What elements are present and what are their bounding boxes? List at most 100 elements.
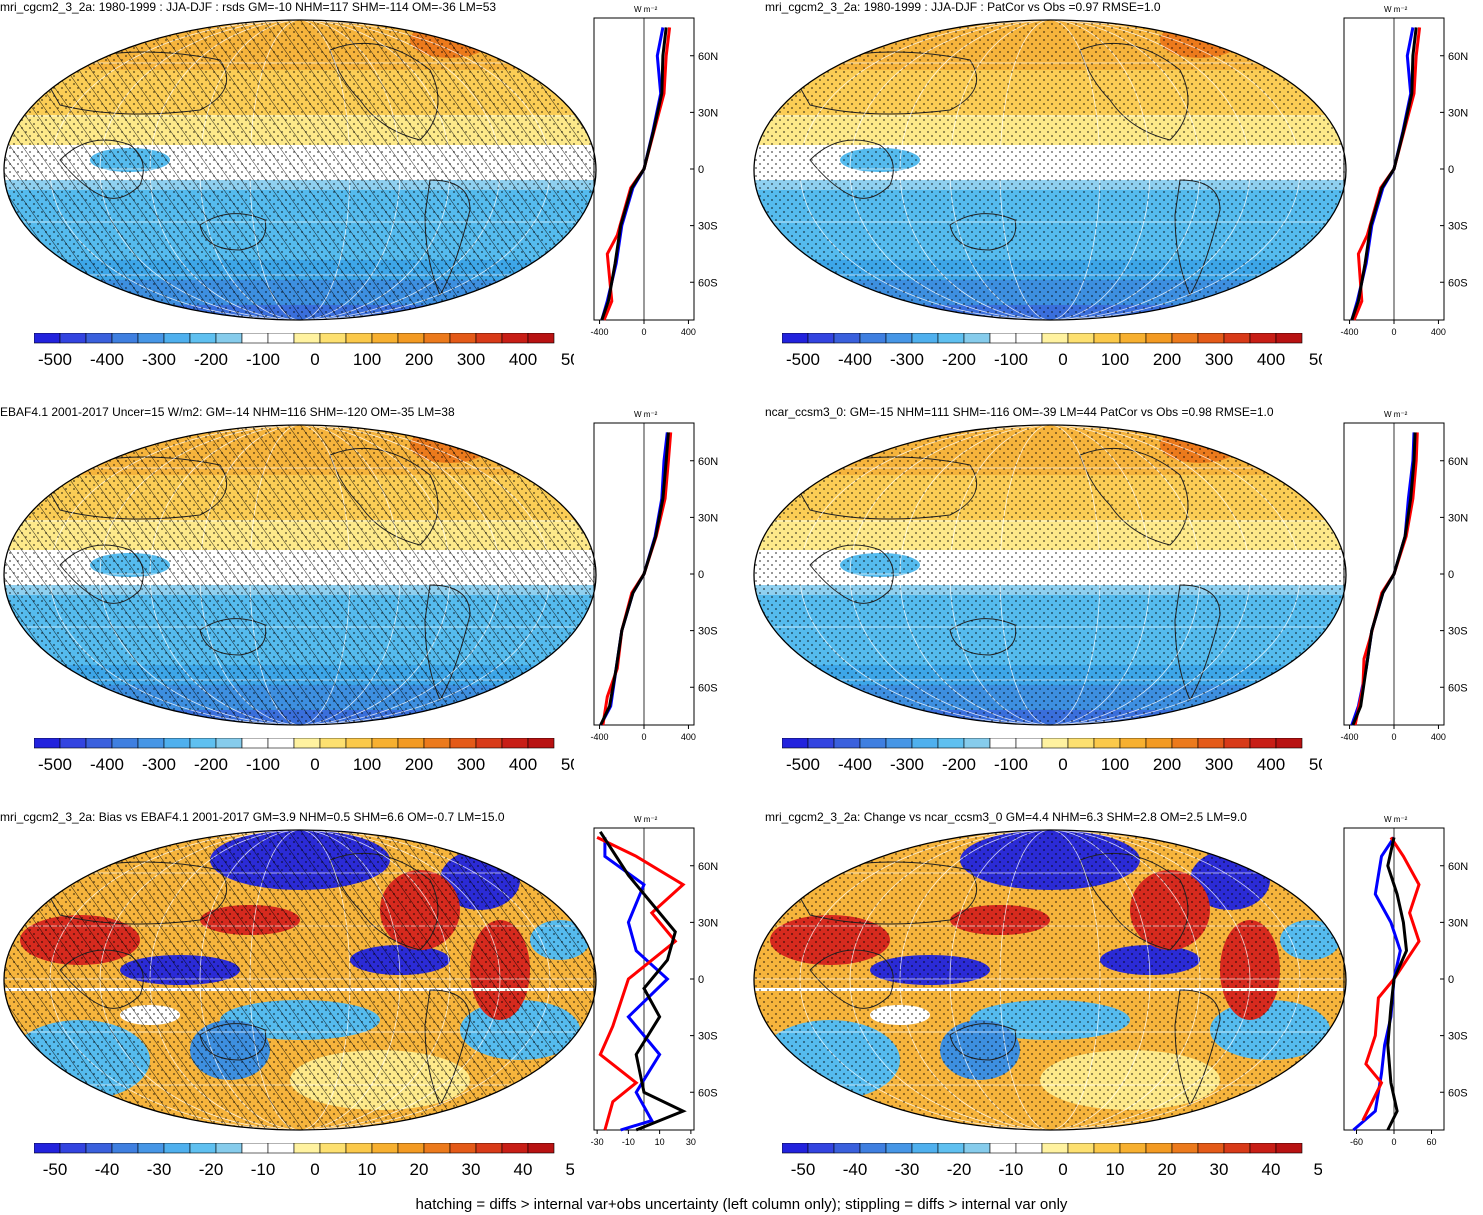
colorbar-segment-0 (782, 333, 809, 344)
colorbar-segment-12 (345, 1143, 373, 1154)
colorbar-segment-13 (371, 738, 399, 749)
zonal-xtick-label: 0 (1391, 1137, 1396, 1147)
colorbar-segment-3 (111, 333, 139, 344)
zonal-mean-plot: W m⁻² -60 0 60 60N 30N 0 30S 60S (1343, 815, 1468, 1147)
colorbar-segment-14 (397, 1143, 425, 1154)
zonal-xtick-label: 0 (641, 327, 646, 337)
colorbar-segment-17 (1223, 1143, 1251, 1154)
zonal-lat-label: 60N (1448, 456, 1468, 468)
colorbar-segment-1 (59, 333, 87, 344)
colorbar-segment-16 (1197, 1143, 1225, 1154)
colorbar-tick-label: 10 (358, 1160, 377, 1179)
zonal-xtick-label: -30 (591, 1137, 604, 1147)
hatching-overlay (4, 830, 596, 1130)
colorbar-segment-4 (885, 738, 913, 749)
colorbar-segment-7 (215, 333, 243, 344)
panel-top-right: mri_cgcm2_3_2a: 1980-1999 : JJA-DJF : Pa… (750, 0, 1470, 400)
colorbar-tick-label: -200 (194, 350, 228, 369)
zonal-line-0 (1350, 432, 1416, 726)
colorbar-segment-13 (1119, 333, 1147, 344)
colorbar-segment-13 (371, 333, 399, 344)
map-outline (3, 19, 597, 321)
zonal-xtick-label: 0 (1391, 327, 1396, 337)
map-outline (3, 424, 597, 726)
zonal-xtick-label: -400 (591, 327, 609, 337)
colorbar-segment-11 (1067, 738, 1095, 749)
panel-title: EBAF4.1 2001-2017 Uncer=15 W/m2: GM=-14 … (0, 405, 455, 419)
colorbar-tick-label: 0 (1058, 1160, 1067, 1179)
colorbar-tick-label: -40 (95, 1160, 120, 1179)
panel-title: mri_cgcm2_3_2a: 1980-1999 : JJA-DJF : rs… (0, 0, 497, 14)
colorbar-segment-9 (1015, 738, 1043, 749)
colorbar-tick-label: -200 (942, 755, 976, 774)
colorbar-tick-label: -40 (843, 1160, 868, 1179)
hatching-overlay (4, 425, 596, 725)
colorbar-segment-13 (1119, 738, 1147, 749)
colorbar-tick-label: -100 (246, 350, 280, 369)
world-map (3, 19, 597, 321)
zonal-lat-label: 60S (1448, 1087, 1468, 1099)
colorbar-segment-1 (807, 1143, 835, 1154)
zonal-lat-label: 0 (698, 164, 704, 176)
zonal-lat-label: 60N (698, 861, 718, 873)
colorbar-segment-6 (937, 333, 965, 344)
zonal-lat-label: 30N (698, 107, 718, 119)
field-layer (4, 830, 596, 1130)
map-outline (753, 424, 1347, 726)
colorbar-segment-17 (475, 333, 503, 344)
colorbar-tick-label: -10 (999, 1160, 1024, 1179)
zonal-lat-label: 60S (698, 1087, 718, 1099)
colorbar-segment-7 (963, 1143, 991, 1154)
colorbar-tick-label: 30 (1210, 1160, 1229, 1179)
zonal-line-2 (1351, 432, 1417, 726)
colorbar-tick-label: -400 (90, 755, 124, 774)
colorbar-segment-10 (1041, 333, 1069, 344)
colorbar-tick-label: -500 (38, 755, 72, 774)
colorbar-segment-0 (34, 1143, 61, 1154)
colorbar-segment-6 (189, 333, 217, 344)
zonal-unit: W m⁻² (1384, 5, 1408, 14)
colorbar-tick-label: 100 (353, 755, 381, 774)
colorbar-segment-15 (1171, 333, 1199, 344)
panel-bottom-right: mri_cgcm2_3_2a: Change vs ncar_ccsm3_0 G… (750, 810, 1470, 1210)
colorbar-tick-label: 400 (509, 350, 537, 369)
colorbar-segment-16 (1197, 738, 1225, 749)
zonal-lat-label: 30S (1448, 626, 1468, 638)
colorbar-tick-label: 0 (310, 755, 319, 774)
zonal-line-0 (600, 27, 665, 321)
colorbar-segment-10 (293, 1143, 321, 1154)
zonal-lat-label: 30S (698, 221, 718, 233)
zonal-lat-label: 60N (1448, 861, 1468, 873)
map-outline (3, 829, 597, 1131)
colorbar-tick-label: 200 (1153, 755, 1181, 774)
colorbar-tick-label: -50 (43, 1160, 68, 1179)
zonal-lat-label: 0 (1448, 164, 1454, 176)
colorbar-tick-label: 10 (1106, 1160, 1125, 1179)
colorbar-tick-label: -300 (890, 755, 924, 774)
colorbar-tick-label: 500 (1309, 350, 1322, 369)
colorbar-segment-9 (267, 333, 295, 344)
colorbar-segment-16 (449, 738, 477, 749)
colorbar-segment-14 (397, 333, 425, 344)
world-map (753, 424, 1347, 726)
colorbar-tick-label: -200 (194, 755, 228, 774)
colorbar-segment-6 (189, 738, 217, 749)
colorbar-segment-5 (911, 333, 939, 344)
zonal-line-2 (599, 830, 687, 1132)
zonal-xtick-label: 60 (1426, 1137, 1436, 1147)
colorbar-tick-label: -500 (786, 755, 820, 774)
zonal-lat-label: 0 (1448, 569, 1454, 581)
panel-bottom-left: mri_cgcm2_3_2a: Bias vs EBAF4.1 2001-201… (0, 810, 720, 1210)
colorbar-segment-11 (319, 738, 347, 749)
colorbar-tick-label: 0 (310, 1160, 319, 1179)
zonal-lat-label: 30S (1448, 221, 1468, 233)
field-layer (4, 425, 596, 725)
zonal-lat-label: 60N (698, 51, 718, 63)
hatching-overlay (4, 20, 596, 320)
zonal-xtick-label: 400 (681, 327, 696, 337)
colorbar-segment-3 (859, 738, 887, 749)
colorbar-tick-label: -100 (994, 350, 1028, 369)
colorbar-segment-19 (527, 1143, 555, 1154)
colorbar-segment-7 (963, 738, 991, 749)
zonal-xtick-label: -10 (622, 1137, 635, 1147)
